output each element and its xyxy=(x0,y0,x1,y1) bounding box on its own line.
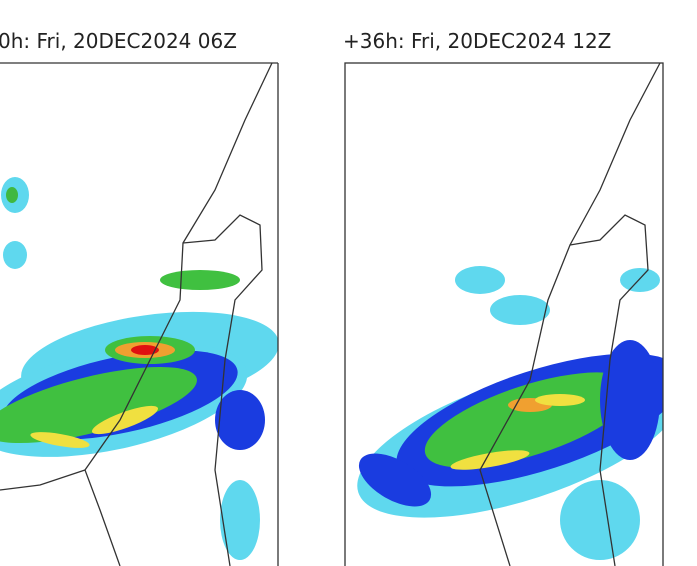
left-map xyxy=(0,62,279,566)
border xyxy=(182,214,263,566)
border xyxy=(0,469,86,491)
coastline xyxy=(84,62,273,566)
panel-title: 0h: Fri, 20DEC2024 06Z xyxy=(0,29,237,53)
precipitation xyxy=(0,177,278,560)
panel-title: +36h: Fri, 20DEC2024 12Z xyxy=(343,29,611,53)
precipitation xyxy=(357,266,663,560)
coastline xyxy=(479,62,661,566)
border xyxy=(569,214,649,566)
right-map xyxy=(344,62,664,566)
frame xyxy=(344,62,664,566)
